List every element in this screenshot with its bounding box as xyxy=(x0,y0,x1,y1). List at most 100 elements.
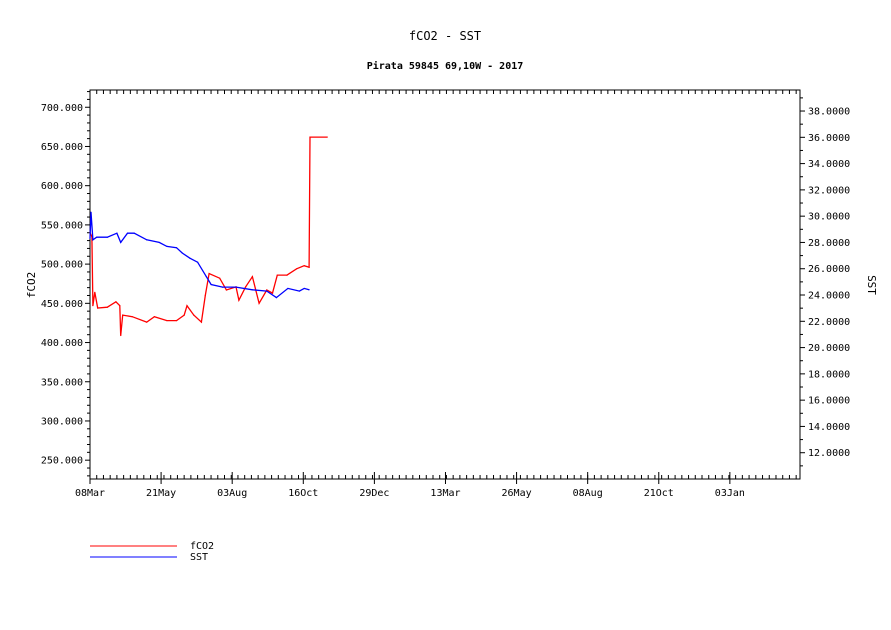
y-left-tick-label: 600.000 xyxy=(41,181,83,192)
legend: fCO2 SST xyxy=(90,541,214,563)
x-tick-label: 13Mar xyxy=(430,488,460,499)
x-tick-label: 08Aug xyxy=(573,488,603,499)
x-tick-label: 29Dec xyxy=(359,488,389,499)
y-right-tick-label: 24.0000 xyxy=(808,291,850,302)
data-point-fco2 xyxy=(131,316,133,318)
data-point-fco2 xyxy=(219,277,221,279)
x-tick-label: 08Mar xyxy=(75,488,105,499)
y-left-tick-label: 250.000 xyxy=(41,456,83,467)
plot-frame xyxy=(89,89,801,480)
y-right-tick-label: 28.0000 xyxy=(808,238,850,249)
y-right-tick-label: 38.0000 xyxy=(808,107,850,118)
data-point-fco2 xyxy=(175,319,178,322)
data-point-fco2 xyxy=(258,302,260,304)
chart-subtitle: Pirata 59845 69,10W - 2017 xyxy=(367,60,524,72)
y-right-tick-label: 20.0000 xyxy=(808,343,850,354)
x-tick-label: 03Aug xyxy=(217,488,247,499)
data-point-sst xyxy=(298,290,301,292)
data-point-sst xyxy=(158,241,160,244)
data-point-fco2 xyxy=(200,321,203,323)
data-point-sst xyxy=(96,236,98,238)
y-right-tick-label: 14.0000 xyxy=(808,422,850,433)
data-point-sst xyxy=(133,232,135,234)
data-point-fco2 xyxy=(166,319,168,322)
data-point-fco2 xyxy=(119,305,121,307)
data-point-sst xyxy=(181,252,183,254)
data-point-fco2 xyxy=(97,307,99,309)
data-point-sst xyxy=(235,286,237,288)
y-left-tick-label: 300.000 xyxy=(41,416,83,427)
data-point-fco2 xyxy=(153,316,155,318)
chart-title: fCO2 - SST xyxy=(409,29,481,43)
series-layer xyxy=(89,136,328,337)
data-point-sst xyxy=(92,239,94,241)
series-line-sst xyxy=(89,212,310,299)
data-point-sst xyxy=(89,237,91,240)
y-right-tick-label: 12.0000 xyxy=(808,448,850,459)
data-point-fco2 xyxy=(295,268,298,270)
data-point-fco2 xyxy=(238,299,240,301)
data-point-fco2 xyxy=(303,265,305,267)
x-tick-label: 21May xyxy=(146,488,176,499)
legend-sst-label: SST xyxy=(190,552,208,563)
y-left-tick-label: 400.000 xyxy=(41,338,83,349)
data-point-fco2 xyxy=(204,294,206,297)
data-point-fco2 xyxy=(251,276,253,278)
y-right-tick-label: 26.0000 xyxy=(808,264,850,275)
data-point-sst xyxy=(189,257,191,259)
data-point-sst xyxy=(205,276,207,278)
y-left-tick-label: 650.000 xyxy=(41,142,83,153)
data-point-fco2 xyxy=(146,321,148,323)
data-point-sst xyxy=(146,239,148,241)
y-right-tick-label: 36.0000 xyxy=(808,133,850,144)
y-right-tick-label: 34.0000 xyxy=(808,159,850,170)
data-point-fco2 xyxy=(245,286,247,288)
data-point-sst xyxy=(120,241,122,244)
data-point-fco2 xyxy=(122,314,124,316)
y-left-tick-label: 500.000 xyxy=(41,260,83,271)
x-tick-label: 21Oct xyxy=(644,488,674,499)
y-right-tick-label: 30.0000 xyxy=(808,212,850,223)
data-point-fco2 xyxy=(308,266,310,268)
data-point-sst xyxy=(106,236,108,238)
data-point-fco2 xyxy=(106,306,108,308)
data-point-fco2 xyxy=(309,136,311,138)
data-point-fco2 xyxy=(183,314,185,316)
data-point-sst xyxy=(210,283,212,286)
data-point-fco2 xyxy=(208,272,210,275)
y-left-tick-label: 450.000 xyxy=(41,299,83,310)
data-point-fco2 xyxy=(225,289,228,291)
data-point-sst xyxy=(251,289,253,291)
data-point-sst xyxy=(303,287,305,290)
data-point-sst xyxy=(90,211,92,213)
data-point-fco2 xyxy=(271,292,274,294)
data-point-fco2 xyxy=(115,301,117,303)
y-left-tick-label: 550.000 xyxy=(41,220,83,231)
y-right-tick-label: 32.0000 xyxy=(808,185,850,196)
data-point-sst xyxy=(116,232,118,234)
y-right-tick-label: 22.0000 xyxy=(808,317,850,328)
x-tick-label: 16Oct xyxy=(288,488,318,499)
data-point-sst xyxy=(175,247,178,249)
data-point-fco2 xyxy=(94,291,96,293)
data-point-fco2 xyxy=(92,305,94,307)
x-tick-label: 26May xyxy=(502,488,532,499)
data-point-sst xyxy=(308,289,310,291)
y-axis-left-label: fCO2 xyxy=(25,272,38,299)
y-left-tick-label: 700.000 xyxy=(41,103,83,114)
data-point-sst xyxy=(126,232,129,234)
data-point-sst xyxy=(266,290,268,292)
data-point-fco2 xyxy=(266,289,268,291)
y-left-tick-label: 350.000 xyxy=(41,377,83,388)
axes: 08Mar 21May 03Aug 16Oct 29Dec 13Mar 26May 08Aug… xyxy=(41,90,850,499)
data-point-sst xyxy=(197,261,199,263)
data-point-fco2 xyxy=(186,305,188,307)
y-axis-right-label: SST xyxy=(865,275,878,295)
y-right-tick-label: 16.0000 xyxy=(808,396,850,407)
data-point-sst xyxy=(221,286,224,288)
data-point-fco2 xyxy=(193,314,195,316)
data-point-sst xyxy=(287,287,289,290)
data-point-sst xyxy=(275,297,277,299)
data-point-fco2 xyxy=(276,274,278,276)
